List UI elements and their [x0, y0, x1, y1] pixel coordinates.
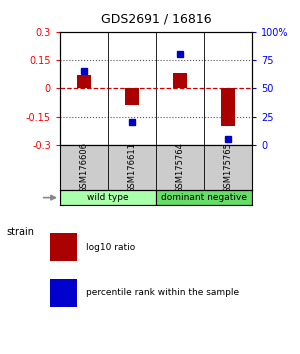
Bar: [173, 73, 187, 88]
Bar: [50, 279, 76, 307]
Text: GDS2691 / 16816: GDS2691 / 16816: [101, 12, 211, 25]
Text: strain: strain: [6, 227, 34, 237]
Text: GSM176606: GSM176606: [80, 142, 88, 193]
Bar: [221, 88, 235, 126]
Text: GSM175764: GSM175764: [176, 142, 184, 193]
Text: wild type: wild type: [87, 193, 129, 202]
Bar: [60, 190, 156, 205]
Bar: [125, 88, 139, 105]
Bar: [50, 233, 76, 261]
Bar: [77, 75, 91, 88]
Text: percentile rank within the sample: percentile rank within the sample: [85, 288, 238, 297]
Text: dominant negative: dominant negative: [161, 193, 247, 202]
Text: log10 ratio: log10 ratio: [85, 243, 135, 252]
Bar: [156, 190, 252, 205]
Text: GSM175765: GSM175765: [224, 142, 232, 193]
Text: GSM176611: GSM176611: [128, 142, 136, 193]
